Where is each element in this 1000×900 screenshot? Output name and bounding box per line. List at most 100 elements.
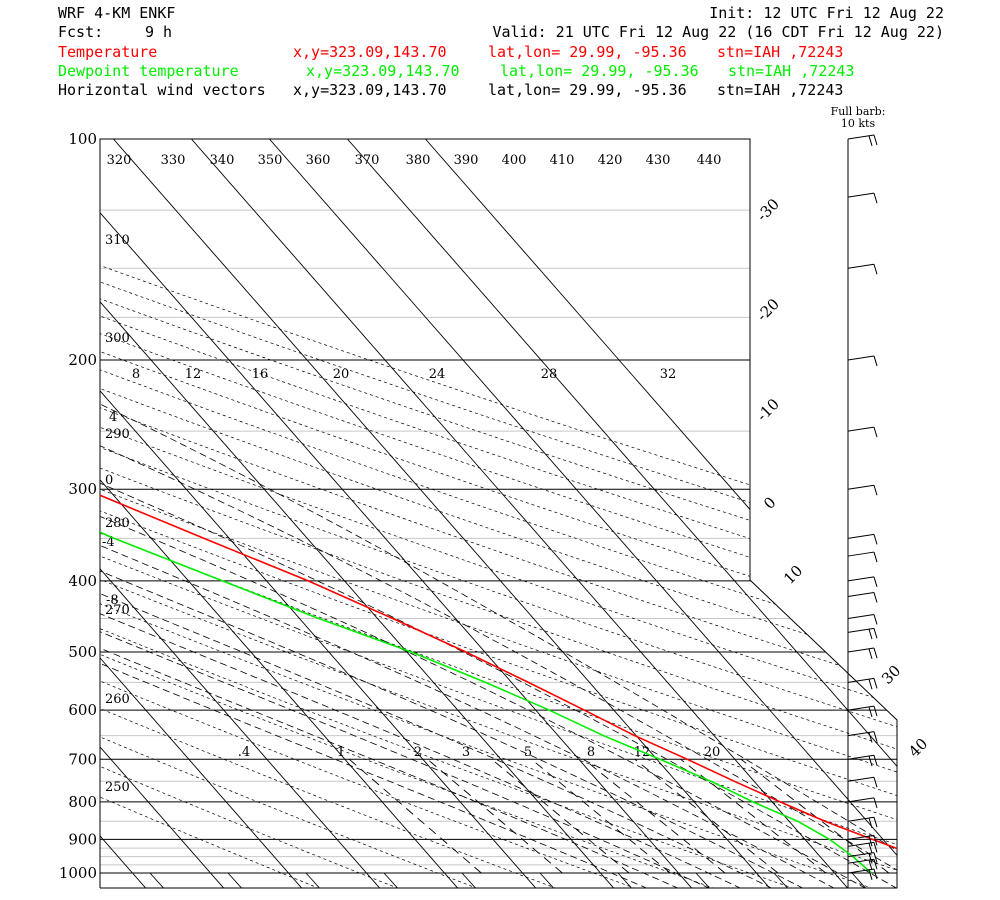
wind-barb [847,852,878,864]
var-dewpoint-xy: x,y=323.09,143.70 [306,62,460,80]
isotherm-line [100,139,463,888]
dry-adiabat [100,139,897,888]
temperature-line [100,139,897,874]
pressure-tick-label: 800 [68,793,97,811]
thetae-label: 20 [333,367,350,382]
wind-barb [847,816,878,829]
wind-barbs [847,134,878,880]
theta-side-label: 290 [105,427,130,442]
isotherm-line [347,139,897,888]
theta-side-label: 280 [105,516,130,531]
theta-side-label: 300 [105,331,130,346]
moist-adiabat [100,359,835,888]
moist-adiabat [100,359,897,888]
wind-barb [847,858,878,871]
dry-adiabat [100,139,716,888]
wind-barb [847,533,878,545]
wind-barb-flag [873,647,878,659]
dry-adiabat [100,139,897,888]
mixing-ratio-label: 3 [462,745,470,760]
moist-adiabat [100,359,804,888]
wind-barb-shaft [847,627,875,633]
wind-barb-flag [873,426,878,438]
isotherm-line [191,139,853,888]
moist-adiabat [100,359,773,888]
wind-barb-flag [873,264,878,275]
theta-label: 430 [646,153,671,168]
wind-barb-shaft [847,613,875,619]
var-temperature-xy: x,y=323.09,143.70 [293,43,447,61]
forecast-label: Fcst: [58,23,103,41]
wind-barb-shaft [847,576,875,582]
var-temperature-name: Temperature [58,43,157,61]
theta-side-label: 310 [105,233,130,248]
wind-barb [847,355,878,367]
wind-barb [847,627,878,640]
pressure-tick-label: 1000 [59,864,97,882]
theta-label: 440 [697,153,722,168]
theta-label: 330 [161,153,186,168]
theta-label: 340 [210,153,235,168]
wind-barb-flag [873,551,878,563]
wind-barb-shaft [847,841,875,847]
var-wind-name: Horizontal wind vectors [58,81,266,99]
wind-barb [847,754,878,767]
wind-barb [847,576,878,588]
wind-barb-flag [868,843,873,854]
wind-barb-flag [868,679,873,690]
forecast-hour: 9 h [145,23,172,41]
pressure-tick-label: 500 [68,643,97,661]
wind-barb [847,551,878,563]
wind-barb-shaft [847,484,875,490]
wind-barb-flag [873,755,878,766]
wind-barb-flag [873,852,878,863]
lifted-label: 4 [109,410,117,425]
isotherm-line [100,139,385,888]
temperature-label: -10 [753,395,783,425]
mixing-ratio-line [531,758,671,874]
wind-barb [847,841,878,854]
var-dewpoint-stn: stn=IAH ,72243 [728,62,854,80]
mixing-ratio-line [349,758,482,874]
wind-barb-shaft [847,705,875,711]
mixing-ratio-label: 20 [704,745,721,760]
var-dewpoint-name: Dewpoint temperature [58,62,239,80]
wind-barb-flag [868,755,873,767]
isotherm-line [100,139,697,888]
isotherm-line [930,873,944,888]
var-wind-stn: stn=IAH ,72243 [717,81,843,99]
wind-barb-shaft [847,134,875,140]
wind-barb-flag [873,731,878,742]
isotherm-line [539,872,554,888]
wind-barb-shaft [847,797,875,803]
wind-barb-shaft [847,677,875,683]
wind-barb-flag [873,485,878,496]
moist-adiabat [100,359,679,888]
diagram-frame [99,138,898,889]
barb-legend-line1: Full barb: [831,105,886,118]
dry-adiabat [100,139,897,888]
wind-barb-flag [868,853,873,864]
dry-adiabat [100,139,897,888]
wind-barb-flag [868,836,873,847]
mixing-ratio-line [634,758,779,874]
profile-series [100,139,897,874]
dry-adiabat [100,139,897,888]
temperature-label: 30 [878,662,904,688]
isotherm-line [100,139,619,888]
wind-barb-flag [873,134,878,146]
wind-barb-shaft [847,816,875,822]
thetae-label: 16 [252,367,269,382]
wind-barb-flag [868,135,873,146]
moist-adiabat [100,359,648,888]
pressure-tick-label: 200 [68,351,97,369]
wind-barb-flag [868,706,873,718]
theta-label: 350 [258,153,283,168]
wind-barb [847,731,878,743]
wind-barb-flag [873,355,878,367]
wind-barb-flag [873,678,878,689]
pressure-tick-label: 100 [68,130,97,148]
mixing-ratio-label: 1 [337,745,345,760]
isotherm-line [383,872,398,888]
